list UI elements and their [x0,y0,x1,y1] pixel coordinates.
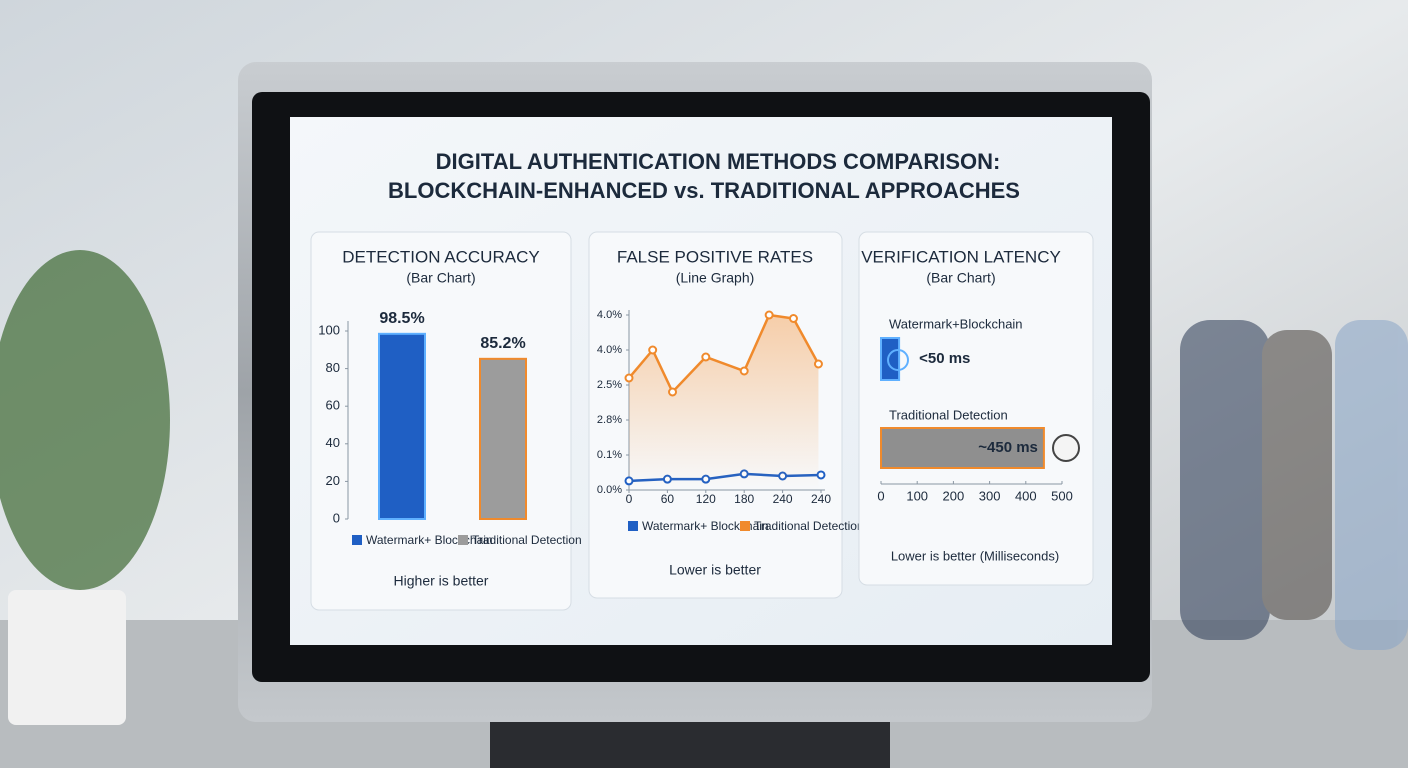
panel-subtitle: (Bar Chart) [926,270,995,286]
x-tick-label: 400 [1015,488,1037,503]
y-tick-label: 0.1% [597,449,622,461]
category-label: Watermark+Blockchain [889,316,1023,331]
planter [8,590,126,725]
y-tick-label: 0 [333,510,340,525]
y-tick-label: 4.0% [597,344,622,356]
y-tick-label: 4.0% [597,309,622,321]
people [1180,320,1408,650]
note: Higher is better [394,573,489,589]
x-tick-label: 0 [626,492,633,506]
panel [310,231,572,611]
bar [479,357,527,520]
legend-swatch [458,535,468,545]
legend-swatch [628,521,638,531]
x-tick-label: 0 [877,488,884,503]
plant [0,250,170,590]
value-label: <50 ms [919,350,970,367]
y-tick-label: 80 [326,360,340,375]
panel-title: VERIFICATION LATENCY [861,247,1061,266]
panel-title: FALSE POSITIVE RATES [617,247,813,266]
x-tick-label: 60 [661,492,675,506]
y-tick-label: 60 [326,398,340,413]
x-tick-label: 300 [979,488,1001,503]
y-tick-label: 2.8% [597,414,622,426]
panel-title: DETECTION ACCURACY [342,247,539,266]
x-tick-label: 240 [811,492,831,506]
point [739,366,749,376]
y-tick-label: 2.5% [597,379,622,391]
area-glow [629,315,819,490]
page-title: DIGITAL AUTHENTICATION METHODS COMPARISO… [436,149,1001,174]
bar [880,337,901,381]
y-tick-label: 100 [318,322,340,337]
legend-label: Traditional Detection [754,519,864,533]
point [816,470,826,480]
panel-subtitle: (Line Graph) [676,270,755,286]
category-label: Traditional Detection [889,407,1008,422]
legend-swatch [740,521,750,531]
y-tick-label: 20 [326,473,340,488]
point [788,314,798,323]
value-label: 98.5% [379,310,424,327]
bar [880,427,1045,469]
y-tick-label: 40 [326,435,340,450]
x-tick-label: 100 [906,488,928,503]
x-tick-label: 180 [734,492,754,506]
value-label: 85.2% [480,335,525,352]
note: Lower is better [669,562,761,578]
x-tick-label: 120 [696,492,716,506]
legend-swatch [352,535,362,545]
panel-subtitle: (Bar Chart) [406,270,475,286]
y-tick-label: 0.0% [597,484,622,496]
point [764,310,774,320]
legend-label: Watermark+ Blockchain [642,519,769,533]
point [813,359,823,369]
charts: DETECTION ACCURACY (Bar Chart) 0 20 40 60 80 10… [310,231,1094,611]
value-label: ~450 ms [978,439,1038,456]
point [624,373,634,383]
stopwatch-icon [887,349,909,371]
x-tick-label: 500 [1051,488,1073,503]
stopwatch-icon [1052,434,1080,462]
point [648,345,658,355]
point [701,352,711,362]
bar [378,332,426,520]
note: Lower is better (Milliseconds) [891,548,1059,563]
x-tick-label: 240 [773,492,793,506]
panel [858,231,1094,586]
legend-label: Traditional Detection [472,533,582,547]
page-title: BLOCKCHAIN-ENHANCED vs. TRADITIONAL APPR… [388,178,1020,203]
x-tick-label: 200 [943,488,965,503]
point [668,387,678,397]
